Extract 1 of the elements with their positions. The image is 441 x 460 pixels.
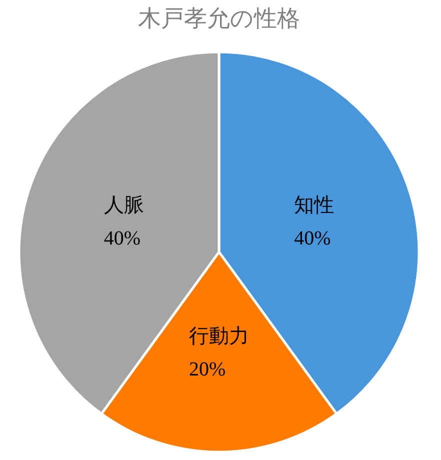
title: 木戸孝允の性格 [138,6,300,31]
